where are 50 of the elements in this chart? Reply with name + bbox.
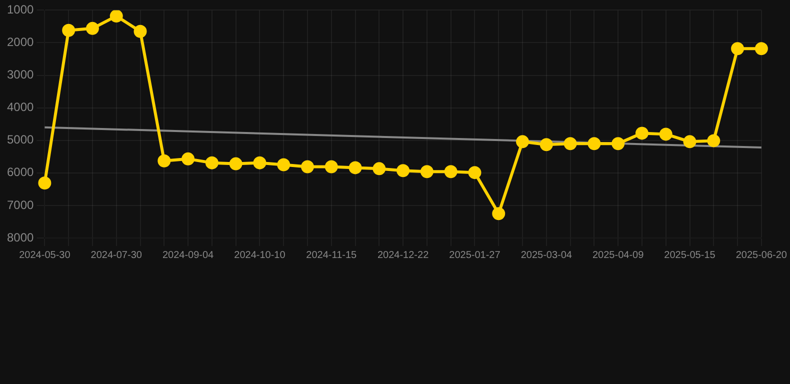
point xyxy=(38,176,52,190)
x-tick-label: 2024-07-30 xyxy=(90,250,142,261)
point xyxy=(182,152,195,166)
point xyxy=(62,24,76,37)
point xyxy=(420,165,434,178)
point xyxy=(612,137,625,150)
point xyxy=(396,164,410,178)
point xyxy=(348,161,362,174)
x-tick-label: 2025-03-04 xyxy=(520,250,572,261)
x-tick-label: 2025-04-09 xyxy=(592,250,644,261)
point xyxy=(659,128,672,141)
point xyxy=(253,156,266,170)
point xyxy=(110,10,123,23)
point xyxy=(588,137,601,150)
x-tick-label: 2024-05-30 xyxy=(19,250,71,261)
point xyxy=(683,135,696,148)
x-tick-label: 2024-12-22 xyxy=(377,250,430,261)
point xyxy=(444,165,458,178)
point xyxy=(635,126,648,140)
x-tick-label: 2024-10-10 xyxy=(234,250,286,261)
point xyxy=(300,160,314,174)
point xyxy=(324,160,338,174)
x-tick-label: 2024-09-04 xyxy=(162,250,214,261)
y-tick-label: 4000 xyxy=(6,100,34,114)
point xyxy=(134,24,147,38)
point xyxy=(229,157,242,170)
point xyxy=(516,135,530,148)
y-tick-label: 6000 xyxy=(6,165,34,180)
point xyxy=(277,158,290,172)
x-tick-label: 2025-06-20 xyxy=(736,250,788,261)
x-tick-label: 2024-11-15 xyxy=(306,250,358,261)
y-tick-label: 2000 xyxy=(6,35,34,50)
point xyxy=(707,134,720,148)
x-tick-label: 2025-01-27 xyxy=(449,250,501,261)
y-tick-label: 7000 xyxy=(6,198,34,212)
point xyxy=(731,42,744,56)
point xyxy=(492,207,506,220)
point xyxy=(205,156,218,170)
y-tick-label: 1000 xyxy=(6,2,34,17)
point xyxy=(468,166,482,180)
point xyxy=(564,137,577,150)
y-tick-label: 5000 xyxy=(6,132,34,147)
point xyxy=(158,154,171,168)
point xyxy=(754,42,768,56)
x-tick-label: 2025-05-15 xyxy=(664,250,716,261)
y-tick-label: 8000 xyxy=(6,230,34,244)
point xyxy=(86,22,99,35)
point xyxy=(540,138,553,152)
y-tick-label: 3000 xyxy=(6,68,34,82)
point xyxy=(372,162,386,176)
